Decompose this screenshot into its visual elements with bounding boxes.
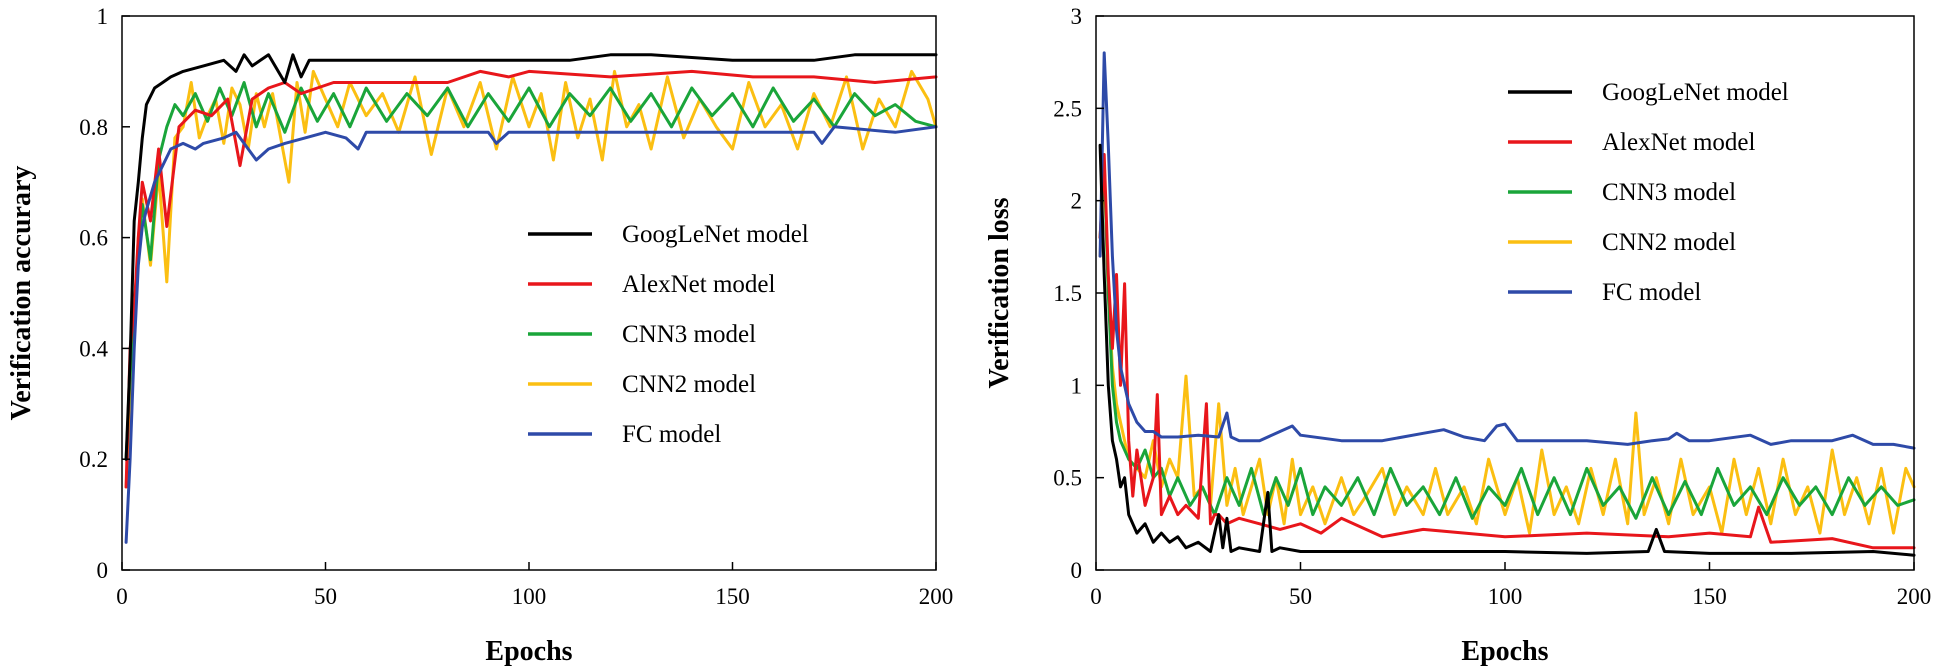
loss-chart: 0 50 100 150 200 0 0.5 1 1.5 2 2.5 3 Epochs Verifi… [984,4,1931,667]
loss-legend: GoogLeNet model AlexNet model CNN3 model CN… [1508,79,1789,306]
loss-legend-label: CNN2 model [1602,229,1736,256]
accuracy-chart: 0 50 100 150 200 0 0.2 0.4 0.6 0.8 1 Epochs Verif… [6,4,953,667]
loss-x-tick-label: 50 [1289,584,1312,609]
loss-series-googlenet-model [1098,143,1916,557]
loss-y-axis-title: Verification loss [984,197,1015,388]
loss-plot-frame [1095,15,1915,571]
loss-series-group [1098,51,1916,557]
loss-series-cnn2-model [1098,162,1916,535]
accuracy-series-fc-model [124,125,938,544]
accuracy-x-tick-label: 150 [715,584,750,609]
accuracy-legend-label: CNN2 model [622,371,756,398]
accuracy-legend-label: CNN3 model [622,321,756,348]
loss-series-cnn3-model [1098,162,1916,520]
accuracy-series-googlenet-model [124,53,938,461]
accuracy-y-tick-label: 0.6 [79,226,108,251]
loss-y-tick-label: 0.5 [1053,466,1082,491]
loss-y-tick-label: 0 [1071,558,1083,583]
accuracy-y-axis-title: Verification accurary [6,166,37,421]
accuracy-legend-label: GoogLeNet model [622,221,809,248]
loss-legend-label: GoogLeNet model [1602,79,1789,106]
accuracy-y-tick-label: 0.8 [79,115,108,140]
loss-series-alexnet-model [1098,153,1916,550]
loss-series-fc-model [1098,51,1916,450]
loss-y-ticks: 0 0.5 1 1.5 2 2.5 3 [1053,4,1104,583]
accuracy-series-group [124,53,938,544]
loss-legend-label: FC model [1602,279,1701,306]
loss-x-tick-label: 150 [1692,584,1727,609]
loss-legend-label: CNN3 model [1602,179,1736,206]
accuracy-x-tick-label: 0 [116,584,128,609]
loss-x-axis-title: Epochs [1461,636,1548,667]
loss-y-tick-label: 3 [1071,4,1083,29]
accuracy-legend-label: AlexNet model [622,271,775,298]
accuracy-x-tick-label: 100 [512,584,547,609]
accuracy-y-tick-label: 1 [97,4,109,29]
accuracy-x-tick-label: 50 [314,584,337,609]
loss-y-tick-label: 2.5 [1053,96,1082,121]
accuracy-series-cnn3-model [124,81,938,461]
loss-y-tick-label: 1.5 [1053,281,1082,306]
loss-x-ticks: 0 50 100 150 200 [1090,562,1931,609]
accuracy-y-ticks: 0 0.2 0.4 0.6 0.8 1 [79,4,130,583]
loss-x-tick-label: 200 [1897,584,1932,609]
accuracy-legend-label: FC model [622,421,721,448]
accuracy-x-axis-title: Epochs [485,636,572,667]
accuracy-y-tick-label: 0 [97,558,109,583]
accuracy-y-tick-label: 0.2 [79,447,108,472]
loss-y-tick-label: 1 [1071,373,1083,398]
accuracy-series-cnn2-model [124,69,938,489]
accuracy-x-ticks: 0 50 100 150 200 [116,562,953,609]
loss-x-tick-label: 100 [1488,584,1523,609]
loss-legend-label: AlexNet model [1602,129,1755,156]
accuracy-y-tick-label: 0.4 [79,336,108,361]
accuracy-legend: GoogLeNet model AlexNet model CNN3 model CN… [528,221,809,448]
loss-x-tick-label: 0 [1090,584,1102,609]
accuracy-x-tick-label: 200 [919,584,954,609]
loss-y-tick-label: 2 [1071,189,1083,214]
